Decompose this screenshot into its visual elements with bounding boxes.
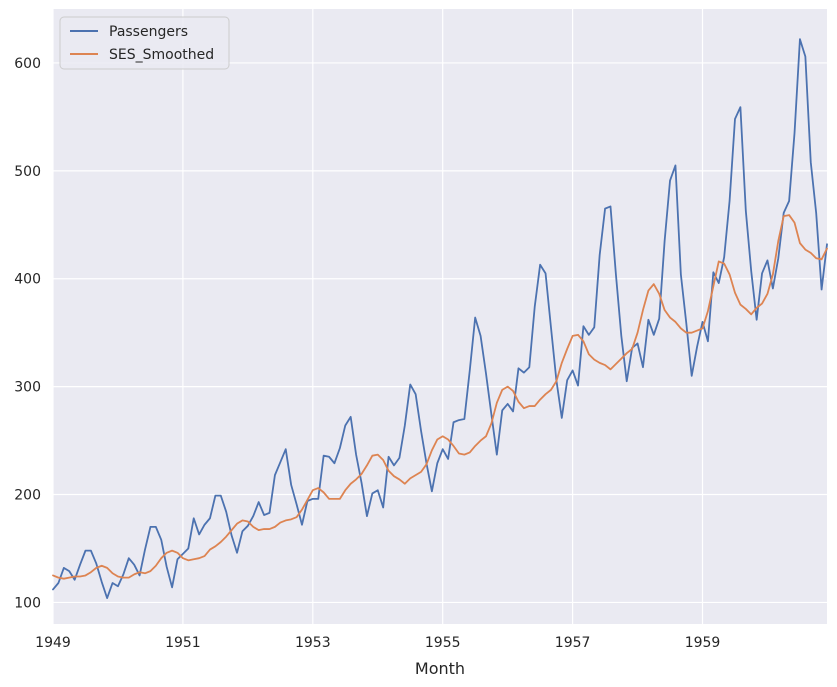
x-tick-label: 1955 xyxy=(425,635,461,651)
series-lines xyxy=(52,38,828,600)
y-tick-label: 300 xyxy=(14,380,41,396)
y-axis-ticks: 100 200 300 400 500 600 xyxy=(14,56,41,611)
legend-label: SES_Smoothed xyxy=(109,47,214,63)
series-line-passengers xyxy=(52,38,828,600)
x-axis-label: Month xyxy=(415,659,465,678)
x-tick-label: 1949 xyxy=(35,635,71,651)
legend: Passengers SES_Smoothed xyxy=(59,16,230,70)
y-tick-label: 500 xyxy=(14,164,41,180)
x-tick-label: 1959 xyxy=(685,635,721,651)
x-tick-label: 1957 xyxy=(555,635,591,651)
legend-label: Passengers xyxy=(109,24,188,40)
y-tick-label: 100 xyxy=(14,595,41,611)
x-tick-label: 1953 xyxy=(295,635,331,651)
y-tick-label: 400 xyxy=(14,272,41,288)
y-tick-label: 200 xyxy=(14,488,41,504)
y-tick-label: 600 xyxy=(14,56,41,72)
legend-box xyxy=(59,16,230,70)
x-tick-label: 1951 xyxy=(165,635,201,651)
series-line-ses-smoothed xyxy=(52,214,828,580)
x-axis-ticks: 1949 1951 1953 1955 1957 1959 xyxy=(35,635,720,651)
plot-area xyxy=(53,9,827,624)
